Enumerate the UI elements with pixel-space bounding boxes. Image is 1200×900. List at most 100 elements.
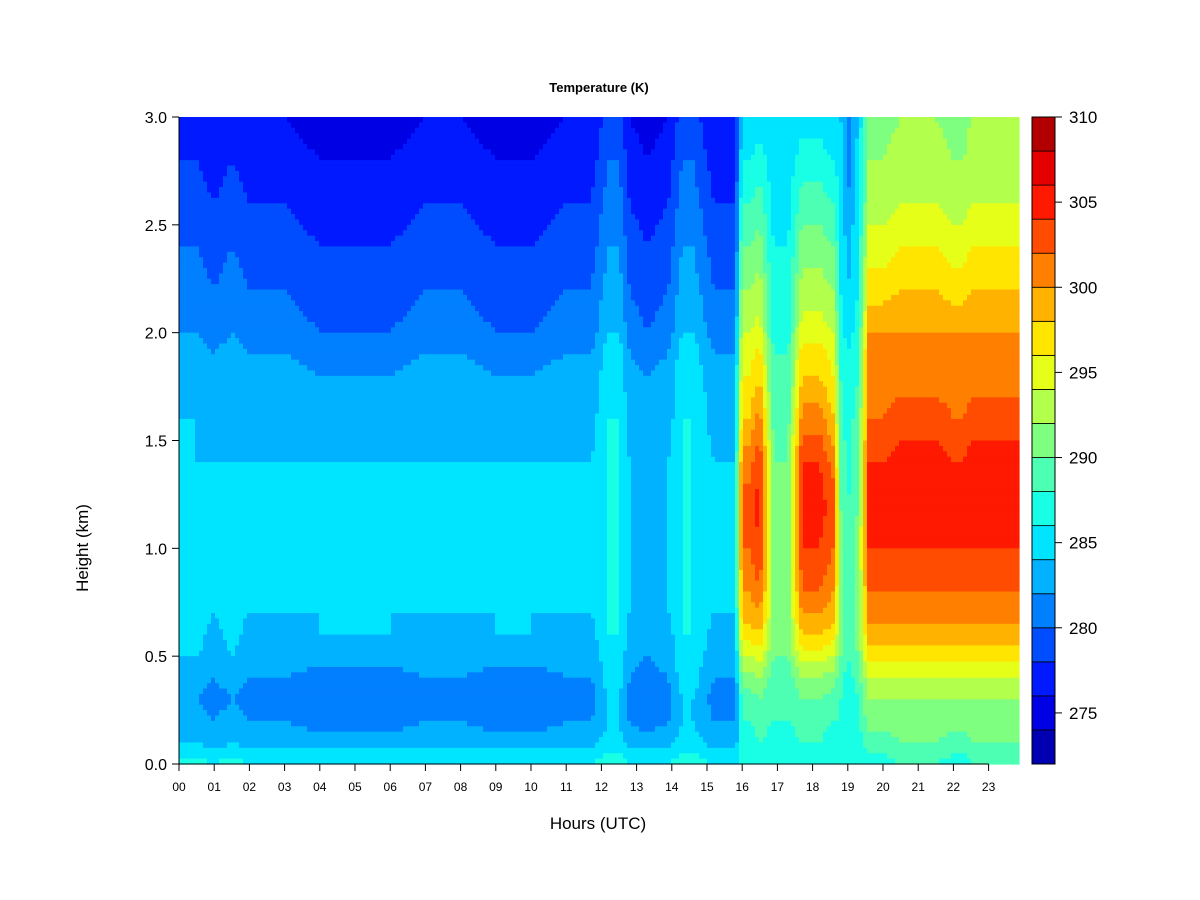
heatmap-cell [199, 505, 204, 511]
heatmap-cell [303, 338, 308, 344]
heatmap-cell [243, 300, 248, 306]
heatmap-cell [203, 327, 208, 333]
heatmap-cell [283, 316, 288, 322]
heatmap-cell [343, 430, 348, 436]
heatmap-cell [215, 651, 220, 657]
heatmap-cell [243, 284, 248, 290]
heatmap-cell [299, 435, 304, 441]
heatmap-cell [211, 748, 216, 754]
heatmap-cell [291, 640, 296, 646]
heatmap-cell [315, 554, 320, 560]
heatmap-cell [335, 597, 340, 603]
heatmap-cell [299, 122, 304, 128]
heatmap-cell [235, 225, 240, 231]
heatmap-cell [255, 532, 260, 538]
heatmap-cell [307, 624, 312, 630]
heatmap-cell [311, 225, 316, 231]
heatmap-cell [339, 225, 344, 231]
heatmap-cell [179, 726, 184, 732]
heatmap-cell [227, 559, 232, 565]
heatmap-cell [183, 672, 188, 678]
heatmap-cell [279, 548, 284, 554]
heatmap-cell [311, 559, 316, 565]
heatmap-cell [239, 284, 244, 290]
heatmap-cell [275, 322, 280, 328]
heatmap-cell [255, 726, 260, 732]
heatmap-cell [195, 446, 200, 452]
heatmap-cell [303, 678, 308, 684]
heatmap-cell [199, 678, 204, 684]
heatmap-cell [295, 192, 300, 198]
heatmap-cell [219, 316, 224, 322]
heatmap-cell [287, 268, 292, 274]
heatmap-cell [331, 602, 336, 608]
heatmap-cell [247, 699, 252, 705]
heatmap-cell [303, 117, 308, 123]
heatmap-cell [279, 306, 284, 312]
heatmap-cell [287, 521, 292, 527]
heatmap-cell [191, 209, 196, 215]
heatmap-cell [311, 521, 316, 527]
heatmap-cell [259, 182, 264, 188]
heatmap-cell [183, 311, 188, 317]
heatmap-cell [183, 166, 188, 172]
heatmap-cell [251, 494, 256, 500]
heatmap-cell [191, 618, 196, 624]
heatmap-cell [335, 219, 340, 225]
heatmap-cell [295, 279, 300, 285]
heatmap-cell [255, 419, 260, 425]
heatmap-cell [263, 225, 268, 231]
heatmap-cell [183, 527, 188, 533]
heatmap-cell [339, 527, 344, 533]
heatmap-cell [183, 532, 188, 538]
heatmap-cell [207, 548, 212, 554]
heatmap-cell [343, 284, 348, 290]
heatmap-cell [283, 635, 288, 641]
heatmap-cell [211, 538, 216, 544]
heatmap-cell [195, 699, 200, 705]
heatmap-cell [179, 624, 184, 630]
heatmap-cell [183, 441, 188, 447]
heatmap-cell [335, 327, 340, 333]
heatmap-cell [251, 273, 256, 279]
heatmap-cell [183, 252, 188, 258]
heatmap-cell [195, 473, 200, 479]
heatmap-cell [211, 500, 216, 506]
heatmap-cell [251, 575, 256, 581]
heatmap-cell [323, 246, 328, 252]
heatmap-cell [231, 117, 236, 123]
heatmap-cell [323, 645, 328, 651]
heatmap-cell [263, 381, 268, 387]
heatmap-cell [279, 230, 284, 236]
heatmap-cell [307, 613, 312, 619]
heatmap-cell [291, 467, 296, 473]
heatmap-cell [251, 629, 256, 635]
heatmap-cell [187, 160, 192, 166]
heatmap-cell [255, 672, 260, 678]
heatmap-cell [211, 219, 216, 225]
heatmap-cell [227, 748, 232, 754]
heatmap-cell [299, 570, 304, 576]
heatmap-cell [195, 683, 200, 689]
heatmap-cell [327, 559, 332, 565]
heatmap-cell [343, 343, 348, 349]
heatmap-cell [255, 311, 260, 317]
heatmap-cell [183, 435, 188, 441]
heatmap-cell [223, 527, 228, 533]
heatmap-cell [307, 155, 312, 161]
heatmap-cell [183, 710, 188, 716]
heatmap-cell [299, 565, 304, 571]
heatmap-cell [223, 160, 228, 166]
heatmap-cell [295, 144, 300, 150]
heatmap-cell [303, 570, 308, 576]
heatmap-cell [311, 678, 316, 684]
heatmap-cell [331, 144, 336, 150]
heatmap-cell [183, 424, 188, 430]
heatmap-cell [283, 230, 288, 236]
heatmap-cell [231, 505, 236, 511]
heatmap-cell [315, 306, 320, 312]
heatmap-cell [299, 613, 304, 619]
heatmap-cell [255, 300, 260, 306]
heatmap-cell [343, 144, 348, 150]
heatmap-cell [291, 230, 296, 236]
